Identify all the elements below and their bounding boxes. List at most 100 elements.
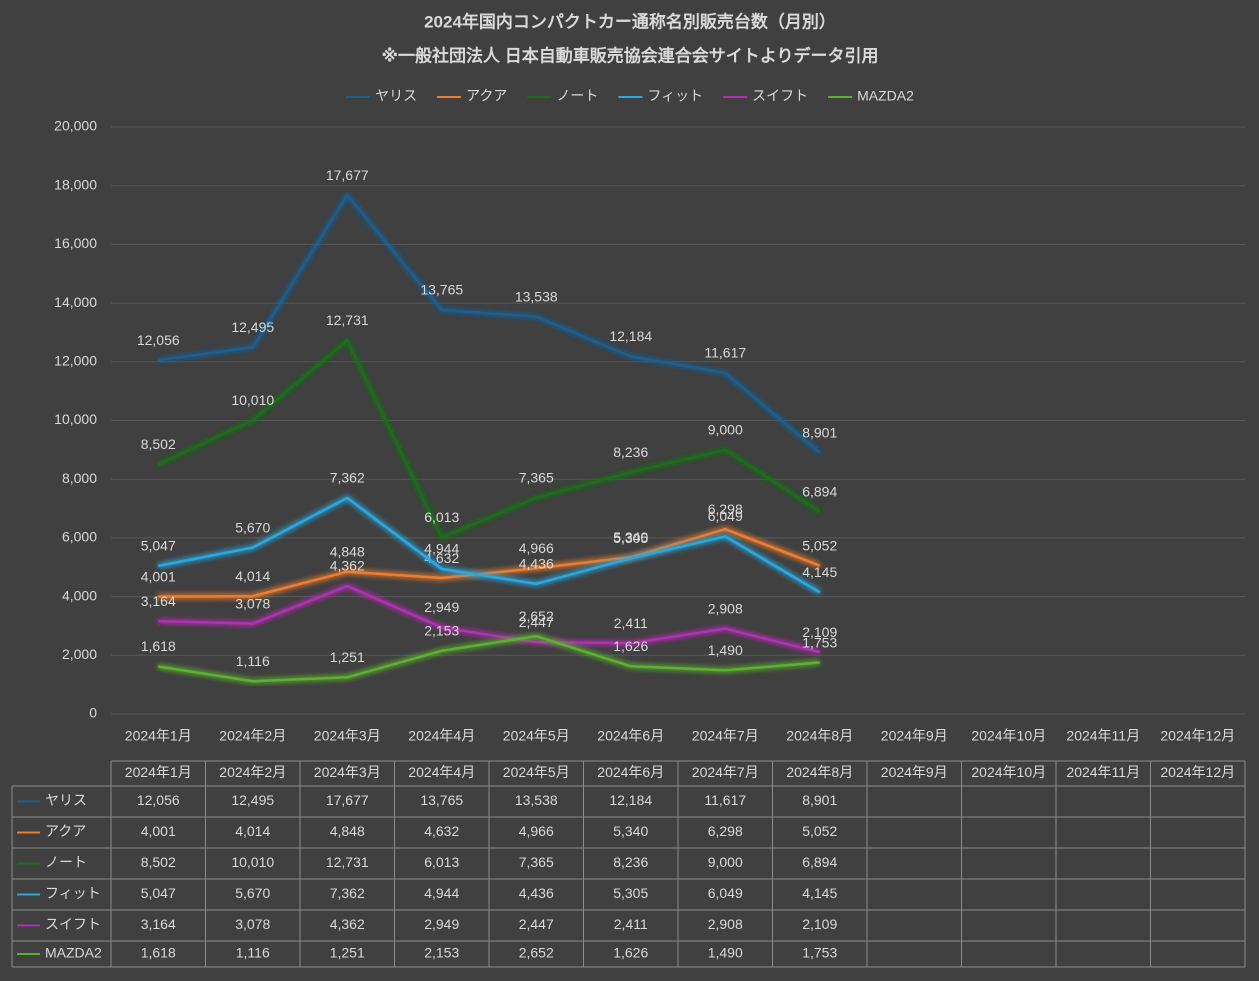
- data-label: 4,436: [519, 556, 554, 572]
- chart-title: 2024年国内コンパクトカー通称名別販売台数（月別）: [424, 11, 836, 31]
- data-label: 5,340: [613, 529, 648, 545]
- table-cell: 2,109: [802, 916, 837, 932]
- table-header: 2024年12月: [1160, 764, 1235, 780]
- data-label: 13,765: [420, 282, 463, 298]
- table-cell: 4,014: [235, 823, 270, 839]
- data-label: 11,617: [704, 345, 746, 361]
- data-label: 12,495: [231, 319, 274, 335]
- data-label: 1,251: [330, 649, 365, 665]
- table-cell: 12,495: [231, 792, 274, 808]
- table-header: 2024年4月: [408, 764, 475, 780]
- table-cell: 4,848: [330, 823, 365, 839]
- data-label: 7,365: [519, 470, 554, 486]
- table-cell: 6,894: [802, 854, 837, 870]
- data-label: 4,966: [519, 540, 554, 556]
- x-tick-label: 2024年10月: [971, 728, 1046, 744]
- data-label: 1,490: [708, 642, 743, 658]
- table-header: 2024年7月: [692, 764, 759, 780]
- table-cell: 3,164: [141, 916, 176, 932]
- table-cell: 1,251: [330, 945, 365, 961]
- table-header: 2024年5月: [503, 764, 570, 780]
- data-label: 9,000: [708, 422, 743, 438]
- data-label: 4,944: [424, 541, 459, 557]
- data-label: 8,901: [802, 424, 837, 440]
- series-line: [158, 584, 821, 654]
- y-tick-label: 18,000: [54, 176, 97, 192]
- table-cell: 4,436: [519, 885, 554, 901]
- table-header: 2024年10月: [971, 764, 1046, 780]
- y-tick-label: 8,000: [62, 470, 97, 486]
- data-label: 4,001: [141, 568, 176, 584]
- data-label: 2,411: [614, 615, 648, 631]
- legend-label: フィット: [647, 88, 703, 104]
- y-tick-label: 16,000: [54, 235, 97, 251]
- table-cell: 5,047: [141, 885, 176, 901]
- table-row-label: ノート: [45, 854, 87, 870]
- x-tick-label: 2024年2月: [219, 728, 286, 744]
- series-line: [158, 634, 820, 683]
- data-label: 3,078: [235, 595, 270, 611]
- table-cell: 11,617: [704, 792, 746, 808]
- table-cell: 2,949: [424, 916, 459, 932]
- table-cell: 4,966: [519, 823, 554, 839]
- x-tick-label: 2024年5月: [503, 728, 570, 744]
- table-header: 2024年8月: [786, 764, 853, 780]
- data-label: 3,164: [141, 593, 176, 609]
- legend-item: MAZDA2: [828, 88, 914, 104]
- data-label: 5,670: [235, 519, 270, 535]
- data-label: 17,677: [326, 167, 369, 183]
- x-tick-label: 2024年4月: [408, 728, 475, 744]
- legend-label: ヤリス: [375, 88, 417, 104]
- series-line: [158, 496, 821, 594]
- data-label: 4,362: [330, 558, 365, 574]
- table-header: 2024年9月: [881, 764, 948, 780]
- data-label: 6,894: [802, 483, 837, 499]
- table-cell: 1,116: [236, 945, 270, 961]
- table-cell: 7,365: [519, 854, 554, 870]
- x-tick-label: 2024年1月: [125, 728, 192, 744]
- table-cell: 4,362: [330, 916, 365, 932]
- x-tick-label: 2024年9月: [881, 728, 948, 744]
- table-cell: 5,670: [235, 885, 270, 901]
- data-label: 1,618: [141, 638, 176, 654]
- series-line: [158, 193, 821, 454]
- x-tick-label: 2024年7月: [692, 728, 759, 744]
- legend-label: MAZDA2: [857, 88, 914, 104]
- table-row-label: スイフト: [45, 916, 101, 932]
- table-header: 2024年11月: [1066, 764, 1140, 780]
- data-label: 13,538: [515, 288, 558, 304]
- y-tick-label: 6,000: [62, 529, 97, 545]
- table-cell: 13,765: [420, 792, 463, 808]
- table-cell: 8,901: [802, 792, 837, 808]
- table-cell: 6,298: [708, 823, 743, 839]
- legend-item: ノート: [527, 88, 598, 104]
- data-label: 1,753: [802, 634, 837, 650]
- table-row-label: MAZDA2: [45, 945, 102, 961]
- table-header: 2024年6月: [597, 764, 664, 780]
- table-cell: 1,618: [141, 945, 176, 961]
- table-cell: 2,411: [614, 916, 648, 932]
- table-header: 2024年1月: [125, 764, 192, 780]
- table-cell: 2,153: [424, 945, 459, 961]
- data-label: 6,013: [424, 509, 459, 525]
- table-row-label: ヤリス: [45, 792, 87, 808]
- table-cell: 6,013: [424, 854, 459, 870]
- table-cell: 3,078: [235, 916, 270, 932]
- data-label: 7,362: [330, 470, 365, 486]
- y-tick-label: 14,000: [54, 294, 97, 310]
- data-label: 1,116: [236, 653, 270, 669]
- table-cell: 12,056: [137, 792, 180, 808]
- table-cell: 1,626: [613, 945, 648, 961]
- table-cell: 4,145: [802, 885, 837, 901]
- table-cell: 5,052: [802, 823, 837, 839]
- table-cell: 2,908: [708, 916, 743, 932]
- table-cell: 12,184: [609, 792, 652, 808]
- table-header: 2024年3月: [314, 764, 381, 780]
- data-label: 2,949: [424, 599, 459, 615]
- table-cell: 9,000: [708, 854, 743, 870]
- table-row-label: アクア: [45, 823, 86, 839]
- table-cell: 7,362: [330, 885, 365, 901]
- data-label: 4,848: [330, 543, 365, 559]
- table-cell: 17,677: [326, 792, 369, 808]
